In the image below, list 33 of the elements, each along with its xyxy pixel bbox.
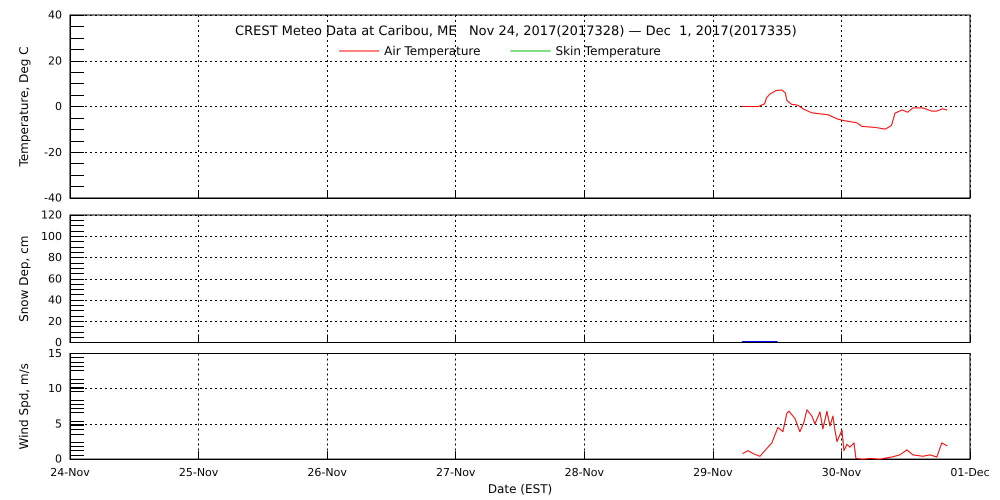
y-tick-label: 15 [48,347,62,360]
x-tick-label: 27-Nov [436,466,476,480]
x-tick-label: 25-Nov [178,466,219,480]
x-tick-label: 28-Nov [564,466,604,480]
y-tick-label: 40 [48,294,62,306]
y-tick-label: 20 [48,54,62,68]
y-tick-label: 10 [48,382,62,396]
y-axis-title: Snow Dep, cm [17,236,31,322]
line-series [742,409,948,460]
y-tick-label: 80 [48,251,62,264]
x-tick-label: 01-Dec [950,466,990,480]
x-axis-title: Date (EST) [488,482,552,496]
y-tick-label: -40 [44,192,62,204]
y-tick-label: 0 [55,100,62,113]
x-tick-label: 26-Nov [307,466,348,480]
y-tick-label: 120 [41,208,62,222]
y-tick-label: 0 [55,336,62,349]
y-tick-label: 5 [55,417,62,430]
y-tick-label: 40 [48,8,62,22]
y-tick-label: 100 [41,230,62,243]
legend-label: Skin Temperature [555,44,661,58]
y-axis-title: Wind Spd, m/s [17,363,31,450]
line-series [742,90,948,130]
y-tick-label: 60 [48,272,62,286]
y-axis-title: Temperature, Deg C [17,46,31,168]
legend-label: Air Temperature [384,44,480,58]
y-tick-label: 0 [55,452,62,466]
y-tick-label: -20 [44,146,62,159]
x-tick-label: 24-Nov [50,466,90,480]
x-tick-label: 29-Nov [693,466,734,480]
y-tick-label: 20 [48,314,62,328]
x-tick-label: 30-Nov [822,466,862,480]
text: CREST Meteo Data at Caribou, ME Nov 24, 2017(2017328) — Dec 1, 2017(2017335) [235,24,797,39]
